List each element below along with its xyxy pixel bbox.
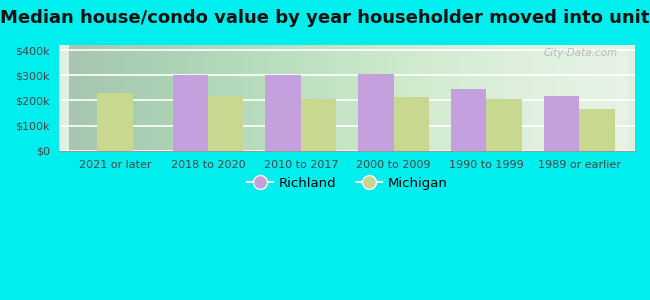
Legend: Richland, Michigan: Richland, Michigan [242,171,453,195]
Bar [579,109,614,151]
Bar [208,96,243,151]
Bar [98,93,133,151]
Text: Median house/condo value by year householder moved into unit: Median house/condo value by year househo… [0,9,650,27]
Bar [544,96,579,151]
Bar [358,74,394,151]
Text: City-Data.com: City-Data.com [543,48,618,58]
Bar [486,99,522,151]
Bar [301,99,336,151]
Bar [394,97,429,151]
Bar [265,75,301,151]
Bar [451,89,486,151]
Bar [173,75,208,151]
